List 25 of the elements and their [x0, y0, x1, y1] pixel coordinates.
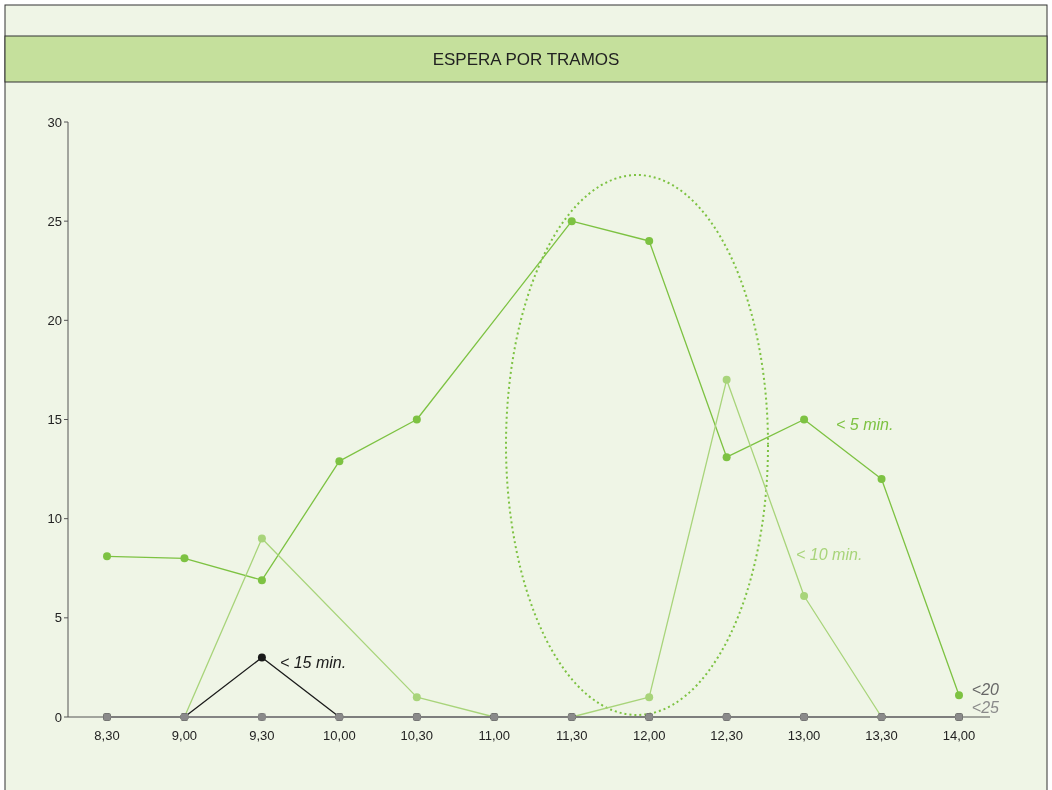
series-label: < 10 min.: [796, 546, 863, 564]
x-tick-label: 11,30: [555, 728, 588, 743]
x-tick-label: 12,30: [710, 728, 743, 743]
y-tick-label: 25: [47, 213, 62, 229]
series-label: < 15 min.: [279, 653, 347, 671]
x-tick-label: 10,30: [400, 728, 434, 743]
y-tick-label: 10: [47, 511, 62, 527]
x-tick-label: 12,00: [632, 728, 666, 743]
x-tick-label: 10,00: [323, 728, 356, 743]
x-tick-label: 13,00: [787, 728, 821, 743]
x-tick-label: 11,00: [478, 728, 511, 743]
y-tick-label: 0: [54, 709, 62, 725]
y-tick-label: 5: [54, 610, 62, 626]
x-tick-label: 9,30: [249, 728, 275, 743]
y-tick-label: 20: [47, 312, 62, 328]
y-tick-label: 30: [47, 114, 62, 130]
y-tick-label: 15: [47, 412, 62, 428]
series-label: <20: [971, 681, 1000, 698]
x-tick-label: 13,30: [865, 728, 898, 743]
chart-title: ESPERA POR TRAMOS: [432, 50, 620, 69]
x-tick-label: 14,00: [942, 728, 976, 743]
series-label: < 5 min.: [836, 415, 894, 433]
x-tick-label: 8,30: [94, 728, 120, 743]
x-tick-label: 9,00: [171, 728, 198, 743]
series-label: <25: [971, 699, 1000, 716]
